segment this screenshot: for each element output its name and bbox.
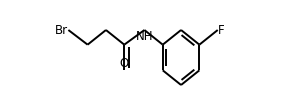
Text: F: F: [218, 24, 224, 37]
Text: Br: Br: [55, 24, 68, 37]
Text: NH: NH: [136, 30, 153, 43]
Text: O: O: [119, 57, 129, 70]
